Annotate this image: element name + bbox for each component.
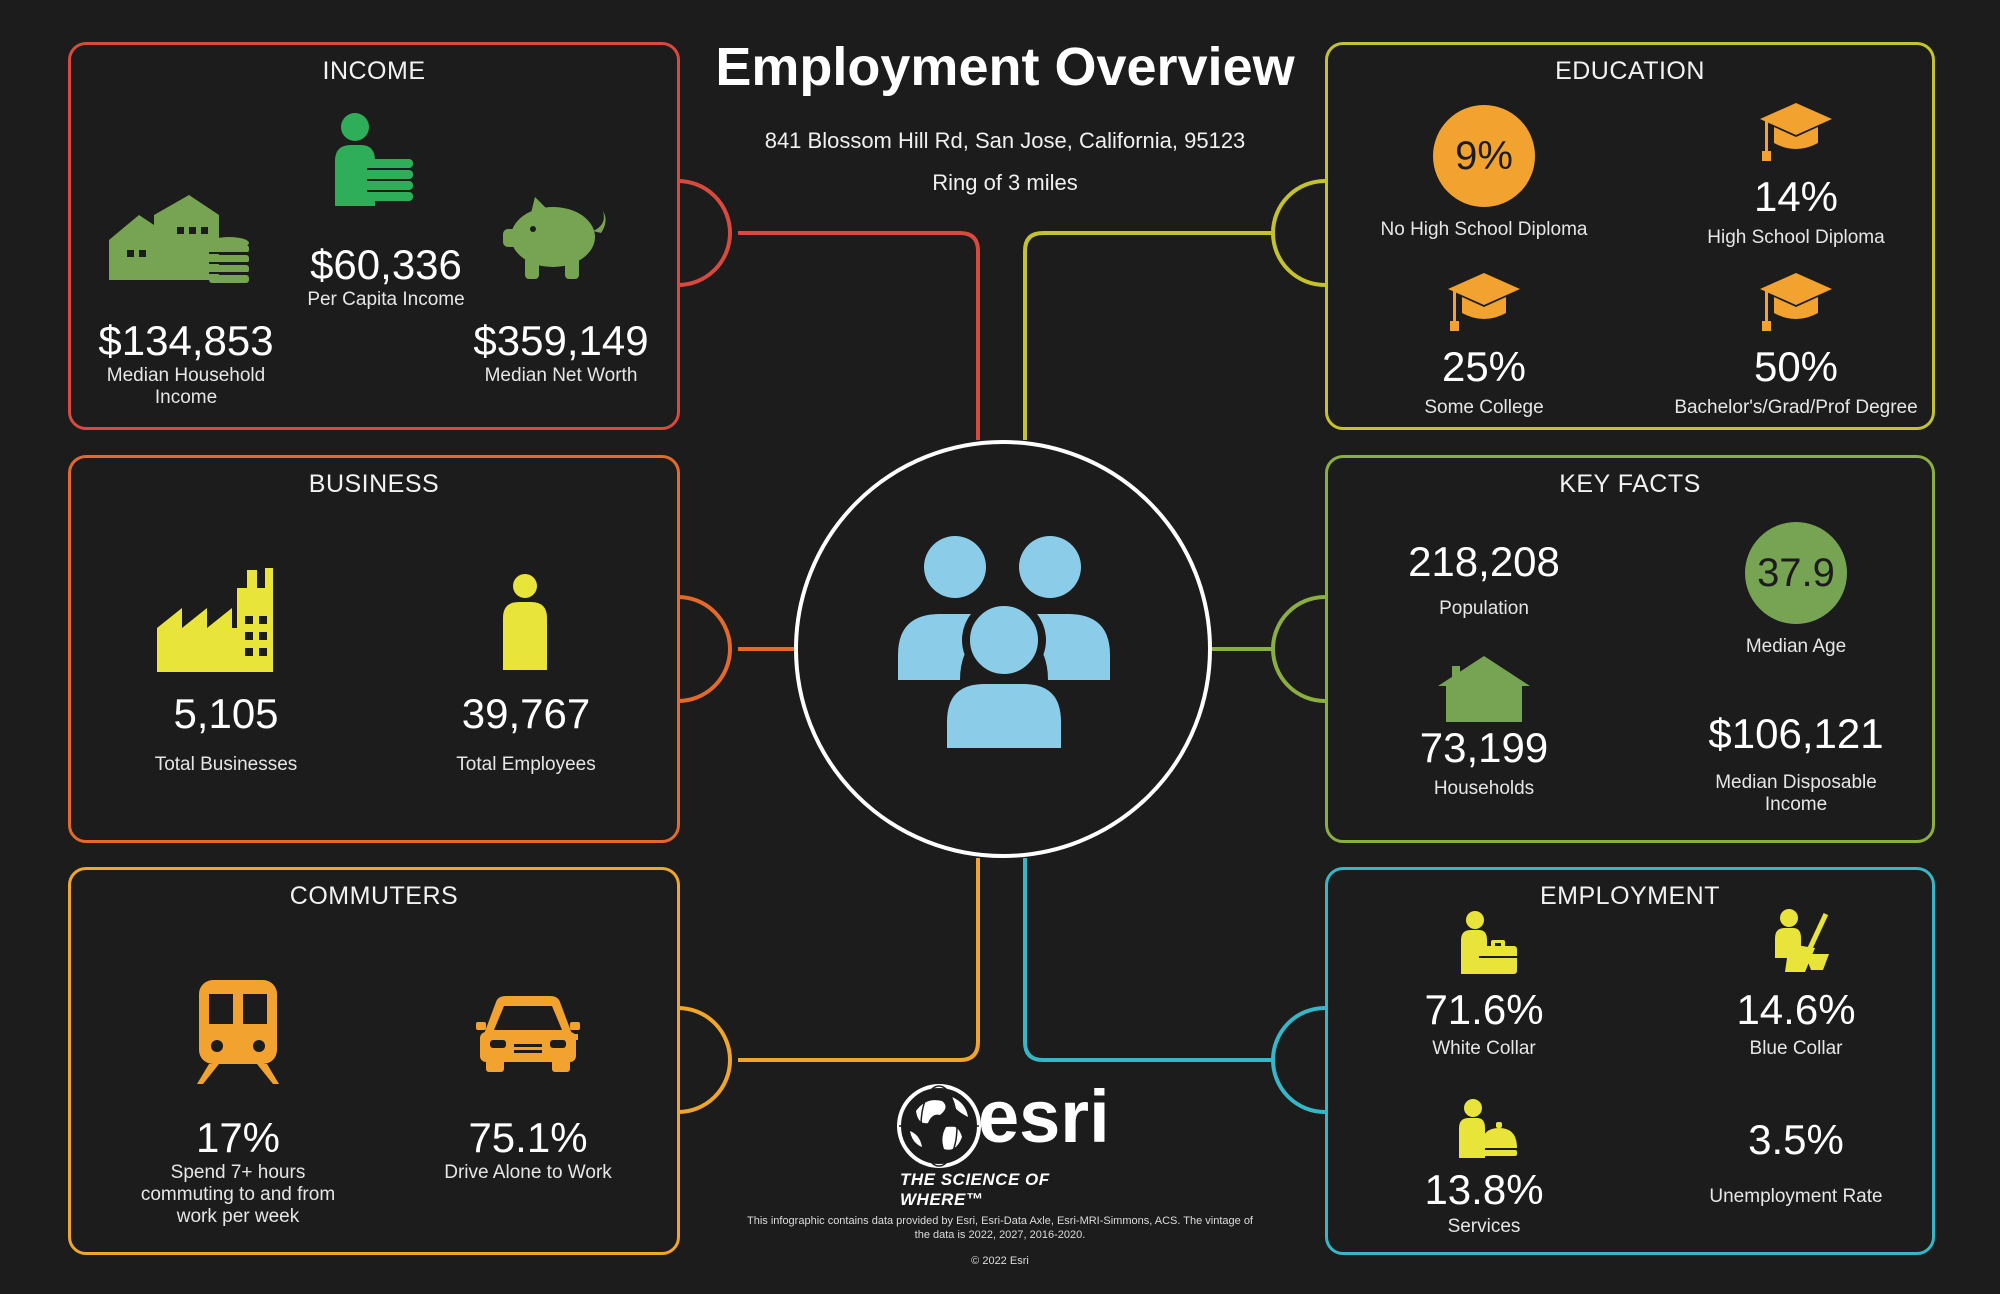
high-school-value: 14% [1753,173,1839,220]
long-commute-label: Spend 7+ hours commuting to and from wor… [140,1162,336,1227]
white-collar-value: 71.6% [1424,986,1544,1033]
car-icon [476,996,580,1072]
person-icon [503,574,547,670]
some-college-label: Some College [1424,397,1544,418]
no-high-school-value: 9% [1433,105,1535,207]
business-title: BUSINESS [308,470,440,498]
long-commute-value: 17% [195,1114,281,1161]
total-businesses-label: Total Businesses [154,754,298,775]
drive-alone-value: 75.1% [468,1114,588,1161]
median-age-value: 37.9 [1745,522,1847,624]
no-high-school-label: No High School Diploma [1380,219,1588,240]
median-household-income-label: Median Household Income [106,365,266,408]
graduation-cap-icon [1448,273,1520,331]
some-college-value: 25% [1441,343,1527,390]
unemployment-rate-value: 3.5% [1748,1116,1844,1163]
location-ring: Ring of 3 miles [932,170,1078,195]
briefcase-worker-icon [1461,911,1517,974]
cleaning-worker-icon [1775,909,1829,972]
location-address: 841 Blossom Hill Rd, San Jose, Californi… [764,128,1246,153]
bachelors-label: Bachelor's/Grad/Prof Degree [1674,397,1918,418]
households-value: 73,199 [1419,724,1549,771]
business-panel: BUSINESS 5,105 Total Businesses 39,767 T… [68,455,680,843]
commuters-panel: COMMUTERS [68,867,680,1255]
copyright: © 2022 Esri [971,1255,1029,1267]
data-source-note: This infographic contains data provided … [746,1215,1253,1241]
total-employees-value: 39,767 [461,690,591,737]
commuters-title: COMMUTERS [289,882,459,910]
median-disposable-income-value: $106,121 [1708,710,1884,757]
people-group-icon [898,536,1110,756]
median-disposable-income-label: Median Disposable Income [1715,772,1877,815]
households-label: Households [1433,778,1535,799]
person-coins-icon [335,113,413,206]
esri-globe-logo [897,1084,981,1168]
blue-collar-value: 14.6% [1736,986,1856,1033]
blue-collar-label: Blue Collar [1749,1038,1843,1059]
per-capita-income-value: $60,336 [310,241,462,288]
population-label: Population [1439,598,1529,619]
total-employees-label: Total Employees [456,754,596,775]
median-net-worth-label: Median Net Worth [484,365,638,386]
employment-panel: EMPLOYMENT 71.6% White Collar 14.6% Blue… [1325,867,1935,1255]
drive-alone-label: Drive Alone to Work [444,1162,612,1183]
house-coins-icon [109,195,249,283]
page-title: Employment Overview [715,37,1295,97]
education-panel: EDUCATION 9% No High School Diploma 14% … [1325,42,1935,430]
white-collar-label: White Collar [1432,1038,1536,1059]
education-title: EDUCATION [1555,57,1705,85]
esri-wordmark: esri [978,1075,1110,1158]
services-value: 13.8% [1424,1166,1544,1213]
per-capita-income-label: Per Capita Income [307,289,465,310]
bachelors-value: 50% [1753,343,1839,390]
high-school-label: High School Diploma [1707,227,1885,248]
piggy-bank-icon [503,197,606,279]
total-businesses-value: 5,105 [173,690,279,737]
services-label: Services [1447,1216,1521,1237]
income-title: INCOME [322,57,426,85]
key-facts-panel: KEY FACTS 218,208 Population 37.9 Median… [1325,455,1935,843]
employment-title: EMPLOYMENT [1539,882,1721,910]
unemployment-rate-label: Unemployment Rate [1709,1186,1883,1207]
factory-icon [157,568,273,672]
median-age-label: Median Age [1745,636,1847,657]
key-facts-title: KEY FACTS [1559,470,1701,498]
train-icon [197,980,279,1084]
population-value: 218,208 [1408,538,1560,585]
esri-tagline: THE SCIENCE OF WHERE™ [900,1170,1050,1209]
graduation-cap-icon [1760,103,1832,161]
house-icon [1438,656,1530,722]
graduation-cap-icon [1760,273,1832,331]
median-net-worth-value: $359,149 [473,317,649,364]
income-panel: INCOME [68,42,680,430]
service-bell-icon [1459,1099,1517,1158]
median-household-income-value: $134,853 [98,317,274,364]
